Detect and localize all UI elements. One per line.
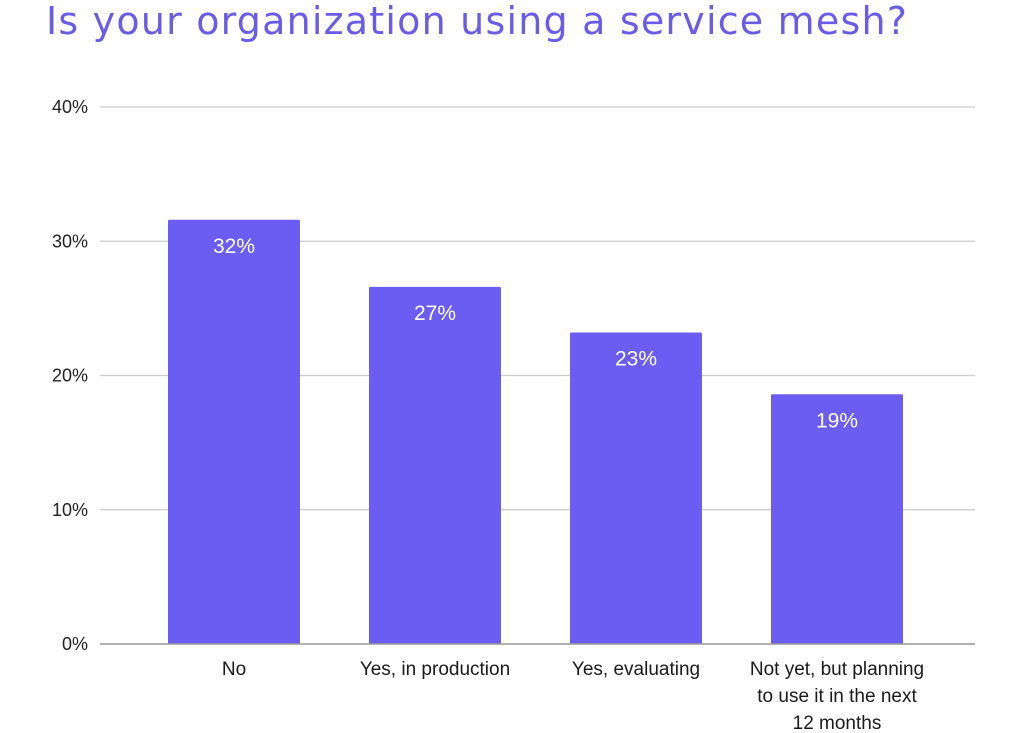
x-category-label: Not yet, but planning to use it in the ne… [750,659,924,733]
data-labels: 32% 27% 23% 19% [213,235,858,433]
x-category-label-line: No [222,659,246,680]
x-category-label-line: Yes, evaluating [572,659,700,680]
x-axis-category-labels: No Yes, in production Yes, evaluating Not y… [222,659,924,733]
x-category-label: Yes, in production [360,659,510,680]
bars [168,219,903,644]
data-label: 19% [816,409,858,432]
y-tick-label: 20% [52,366,88,386]
data-label: 32% [213,235,255,258]
bar [771,394,903,644]
bar [369,286,501,644]
y-axis-tick-labels: 0% 10% 20% 30% 40% [52,97,88,654]
y-tick-label: 30% [52,231,88,251]
x-category-label-line: to use it in the next [757,686,917,707]
x-category-label-line: Yes, in production [360,659,510,680]
x-category-label-line: 12 months [793,713,882,733]
bar [570,332,702,644]
x-category-label: Yes, evaluating [572,659,700,680]
bar [168,219,300,644]
chart-title: Is your organization using a service mes… [46,0,909,43]
x-category-label-line: Not yet, but planning [750,659,924,680]
x-category-label: No [222,659,246,680]
data-label: 23% [615,348,657,371]
y-tick-label: 10% [52,500,88,520]
data-label: 27% [414,302,456,325]
y-tick-label: 0% [62,634,88,654]
y-tick-label: 40% [52,97,88,117]
